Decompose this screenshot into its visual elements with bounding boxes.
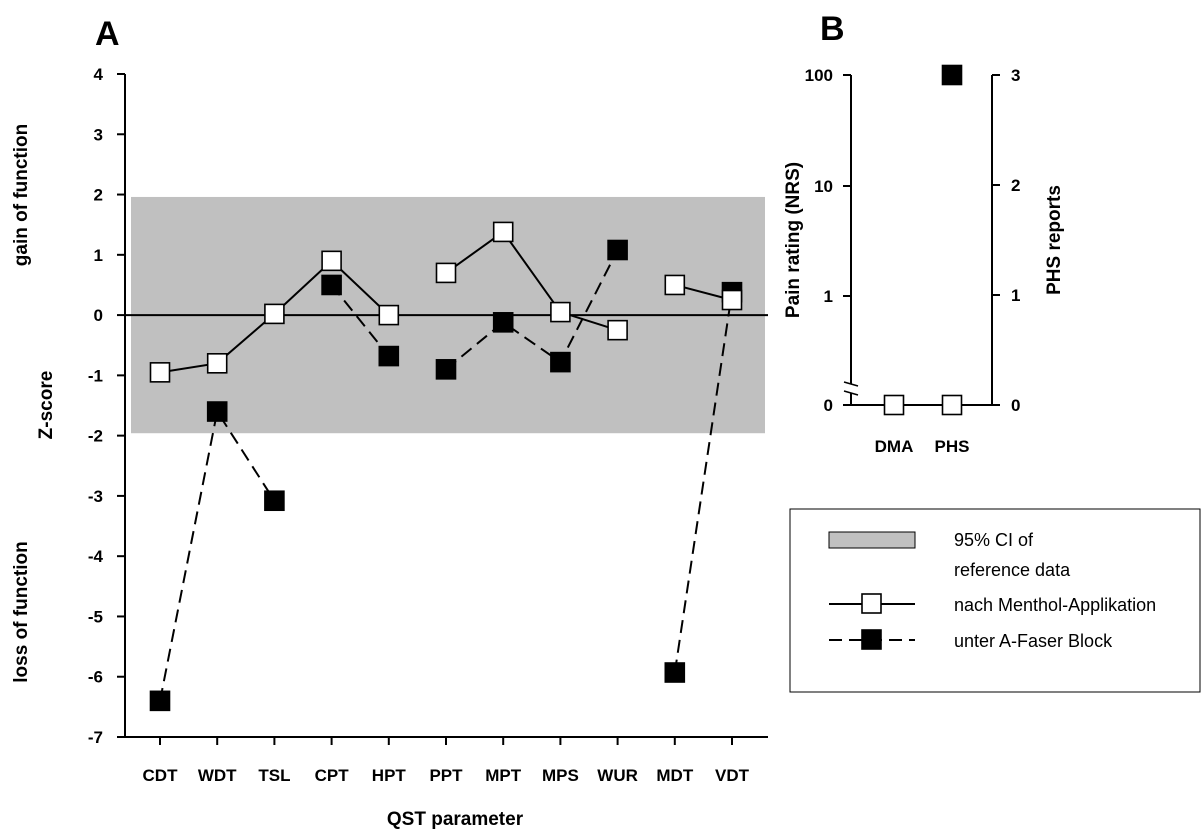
- y-tick-label: -3: [88, 487, 103, 506]
- x-tick-label: MPS: [542, 766, 579, 785]
- open-marker-mpt: [492, 221, 514, 243]
- open-marker-cdt: [149, 362, 171, 383]
- filled-marker-ppt: [435, 359, 457, 380]
- panel-b-x-label: PHS: [935, 437, 970, 456]
- legend: 95% CI of reference data nach Menthol-Ap…: [789, 508, 1201, 693]
- filled-marker-mdt: [664, 662, 686, 683]
- axis-break-mark: [843, 390, 859, 396]
- filled-marker-tsl: [264, 490, 285, 512]
- axis-break-mark: [843, 381, 859, 387]
- panel-b-axes: [843, 75, 993, 406]
- x-tick-label: MDT: [656, 766, 693, 785]
- right-axis-ticks: 0 1 2 3: [992, 66, 1020, 415]
- series-line-2: [159, 408, 276, 702]
- left-tick-label: 100: [805, 66, 833, 85]
- x-tick-label: PPT: [429, 766, 463, 785]
- panel-a: A -7 -6 -5 -4 -3 -2 -1 0 1 2 3 4 CDT WDT TSL CPT HPT PPT…: [11, 15, 768, 830]
- legend-ci-label-line1: 95% CI of: [954, 530, 1034, 550]
- panel-b-x-ticks: DMA PHS: [875, 437, 970, 456]
- left-tick-label: 10: [814, 177, 833, 196]
- open-marker-wur: [607, 319, 628, 341]
- series-line-2: [673, 292, 733, 673]
- right-tick-label: 0: [1011, 396, 1020, 415]
- left-tick-label: 0: [824, 396, 833, 415]
- y-tick-label: 3: [94, 125, 103, 144]
- y-tick-label: 1: [94, 246, 103, 265]
- open-marker-mps: [550, 301, 571, 323]
- legend-ci-swatch: [828, 531, 916, 549]
- open-marker-vdt: [721, 289, 743, 311]
- y-axis-ticks: -7 -6 -5 -4 -3 -2 -1 0 1 2 3 4: [88, 65, 125, 747]
- filled-marker-phs: [941, 64, 963, 86]
- open-marker-dma: [883, 394, 905, 416]
- panel-b-marks: [883, 64, 963, 416]
- open-marker-tsl: [264, 303, 285, 325]
- filled-marker-mpt: [492, 312, 514, 333]
- x-tick-label: CDT: [143, 766, 179, 785]
- legend-ci-label-line2: reference data: [954, 560, 1071, 580]
- filled-marker-cdt: [149, 690, 171, 712]
- open-marker-cpt: [321, 250, 342, 272]
- x-tick-label: HPT: [372, 766, 407, 785]
- filled-marker-wur: [607, 239, 628, 261]
- right-tick-label: 3: [1011, 66, 1020, 85]
- y-tick-label: 2: [94, 186, 103, 205]
- filled-marker-mps: [550, 351, 571, 373]
- filled-marker-cpt: [321, 274, 342, 296]
- x-axis-label: QST parameter: [387, 809, 524, 830]
- open-marker-hpt: [378, 304, 400, 326]
- filled-marker-wdt: [206, 401, 228, 422]
- right-tick-label: 2: [1011, 176, 1020, 195]
- x-axis-ticks: CDT WDT TSL CPT HPT PPT MPT MPS WUR MDT VDT: [143, 737, 750, 785]
- series-line-2: [330, 284, 390, 357]
- x-tick-label: WDT: [198, 766, 237, 785]
- legend-series2-marker: [861, 629, 882, 650]
- x-tick-label: WUR: [597, 766, 638, 785]
- series-markers: [149, 221, 743, 712]
- open-marker-phs: [941, 394, 963, 416]
- y-tick-label: -6: [88, 668, 103, 687]
- x-tick-label: CPT: [315, 766, 350, 785]
- open-marker-ppt: [435, 262, 457, 284]
- y-tick-label: -1: [88, 366, 103, 385]
- legend-series1-label: nach Menthol-Applikation: [954, 595, 1156, 615]
- y-tick-label: -2: [88, 427, 103, 446]
- y-tick-label: 4: [94, 65, 104, 84]
- open-marker-wdt: [206, 353, 228, 374]
- series-line-1: [445, 230, 618, 332]
- y-axis-label: Z-score: [36, 371, 57, 440]
- y-label-loss-of-function: loss of function: [11, 541, 32, 682]
- y-tick-label: -4: [88, 547, 104, 566]
- x-tick-label: TSL: [258, 766, 290, 785]
- y-tick-label: -5: [88, 607, 103, 626]
- legend-series2-label: unter A-Faser Block: [954, 631, 1113, 651]
- open-marker-mdt: [664, 274, 686, 296]
- left-tick-label: 1: [824, 287, 833, 306]
- x-tick-label: MPT: [485, 766, 522, 785]
- filled-marker-hpt: [378, 345, 400, 367]
- legend-series1-marker: [861, 593, 882, 614]
- panel-letter-b: B: [820, 10, 845, 48]
- right-tick-label: 1: [1011, 286, 1020, 305]
- right-axis-label: PHS reports: [1044, 185, 1065, 295]
- y-tick-label: -7: [88, 728, 103, 747]
- series-line-2: [445, 249, 619, 371]
- left-axis-label: Pain rating (NRS): [783, 162, 804, 318]
- panel-letter-a: A: [95, 15, 120, 53]
- panel-b-x-label: DMA: [875, 437, 914, 456]
- left-axis-ticks: 0 1 10 100: [805, 66, 851, 415]
- y-tick-label: 0: [94, 306, 103, 325]
- x-tick-label: VDT: [715, 766, 750, 785]
- y-label-gain-of-function: gain of function: [11, 124, 32, 266]
